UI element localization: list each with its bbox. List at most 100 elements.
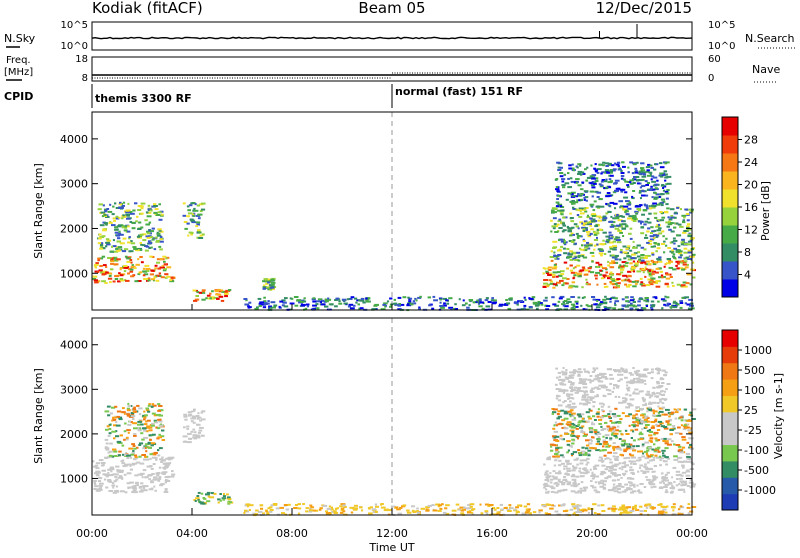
- scatter-cell: [602, 435, 605, 438]
- scatter-cell: [538, 509, 543, 512]
- scatter-cell: [554, 304, 560, 307]
- scatter-cell: [681, 438, 687, 441]
- scatter-cell: [600, 180, 604, 183]
- scatter-cell: [658, 407, 664, 410]
- scatter-cell: [471, 509, 474, 511]
- scatter-cell: [639, 513, 643, 516]
- scatter-cell: [141, 454, 146, 456]
- scatter-cell: [688, 232, 691, 235]
- scatter-cell: [548, 269, 552, 271]
- scatter-cell: [123, 430, 127, 433]
- scatter-cell: [161, 439, 166, 441]
- scatter-cell: [285, 508, 289, 511]
- scatter-cell: [149, 438, 152, 441]
- scatter-cell: [561, 303, 566, 306]
- scatter-cell: [577, 421, 582, 424]
- scatter-cell: [113, 257, 117, 260]
- scatter-cell: [571, 503, 576, 506]
- scatter-cell: [138, 413, 142, 416]
- station-title: Kodiak (fitACF): [92, 0, 203, 17]
- scatter-cell: [552, 217, 557, 220]
- scatter-cell: [594, 303, 598, 306]
- scatter-cell: [487, 301, 492, 303]
- scatter-cell: [660, 510, 664, 513]
- scatter-cell: [686, 223, 691, 226]
- scatter-cell: [574, 506, 579, 509]
- scatter-cell: [119, 203, 122, 206]
- scatter-cell: [145, 430, 149, 433]
- scatter-cell: [157, 454, 161, 457]
- scatter-cell: [106, 425, 110, 428]
- scatter-cell: [633, 377, 636, 380]
- scatter-cell: [579, 380, 582, 383]
- scatter-cell: [645, 205, 649, 208]
- colorbar-tick-label: 8: [744, 246, 751, 259]
- scatter-cell: [586, 281, 589, 284]
- scatter-cell: [563, 261, 568, 264]
- scatter-cell: [136, 446, 139, 449]
- scatter-cell: [161, 472, 166, 475]
- scatter-cell: [619, 258, 622, 261]
- scatter-cell: [550, 445, 553, 448]
- scatter-cell: [588, 270, 591, 273]
- scatter-cell: [150, 269, 155, 272]
- scatter-cell: [161, 409, 164, 412]
- scatter-cell: [627, 203, 631, 206]
- scatter-cell: [157, 403, 161, 406]
- scatter-cell: [162, 255, 167, 258]
- scatter-cell: [471, 512, 474, 515]
- scatter-cell: [576, 413, 581, 416]
- scatter-cell: [635, 424, 639, 427]
- scatter-cell: [101, 469, 106, 472]
- scatter-cell: [656, 258, 662, 261]
- scatter-cell: [657, 414, 661, 417]
- scatter-cell: [551, 225, 557, 228]
- scatter-cell: [561, 438, 565, 441]
- scatter-cell: [662, 189, 666, 192]
- scatter-cell: [284, 297, 288, 300]
- scatter-cell: [590, 271, 595, 274]
- scatter-cell: [689, 486, 693, 489]
- scatter-cell: [453, 307, 456, 310]
- scatter-cell: [555, 201, 560, 204]
- scatter-cell: [573, 274, 577, 277]
- scatter-cell: [150, 424, 155, 427]
- scatter-cell: [578, 247, 582, 250]
- scatter-cell: [126, 409, 131, 412]
- scatter-cell: [305, 507, 310, 510]
- scatter-cell: [138, 490, 144, 493]
- scatter-cell: [597, 438, 601, 441]
- scatter-cell: [656, 380, 660, 383]
- scatter-cell: [98, 203, 103, 206]
- scatter-cell: [659, 464, 662, 467]
- scatter-cell: [138, 407, 143, 410]
- scatter-cell: [645, 234, 648, 237]
- scatter-cell: [567, 410, 572, 413]
- scatter-cell: [155, 426, 158, 429]
- scatter-cell: [581, 380, 587, 383]
- scatter-cell: [614, 256, 618, 259]
- scatter-cell: [573, 483, 577, 486]
- scatter-cell: [612, 426, 617, 429]
- scatter-cell: [658, 202, 663, 205]
- colorbar-segment: [722, 444, 738, 462]
- scatter-cell: [353, 504, 358, 507]
- scatter-cell: [632, 421, 635, 424]
- scatter-cell: [624, 283, 627, 286]
- scatter-cell: [661, 402, 665, 405]
- scatter-cell: [625, 393, 629, 396]
- scatter-cell: [635, 205, 639, 208]
- scatter-cell: [585, 227, 588, 230]
- scatter-cell: [584, 451, 588, 454]
- scatter-cell: [571, 469, 576, 472]
- scatter-cell: [219, 493, 222, 495]
- scatter-cell: [142, 274, 146, 277]
- scatter-cell: [623, 450, 627, 453]
- scatter-cell: [154, 267, 158, 270]
- scatter-cell: [599, 302, 603, 305]
- scatter-cell: [605, 297, 610, 300]
- scatter-cell: [578, 415, 582, 418]
- scatter-cell: [562, 367, 565, 369]
- scatter-cell: [661, 184, 665, 186]
